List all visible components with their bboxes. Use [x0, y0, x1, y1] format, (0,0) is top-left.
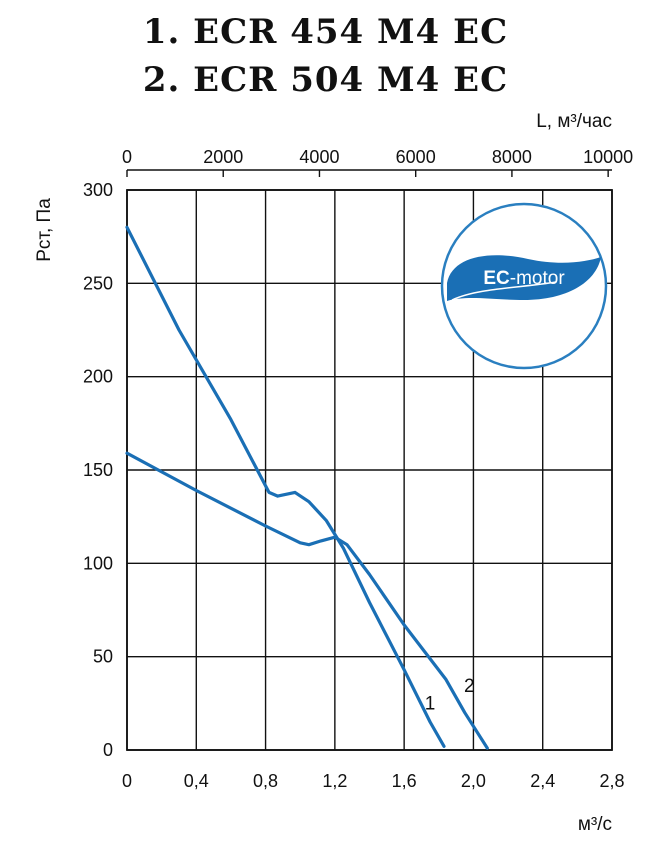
x-tick-label: 0	[122, 771, 132, 791]
x-tick-label: 2,0	[461, 771, 486, 791]
series-label-1: 1	[425, 693, 436, 714]
x2-tick-label: 8000	[492, 147, 532, 167]
x-tick-label: 1,2	[322, 771, 347, 791]
x2-tick-label: 0	[122, 147, 132, 167]
plot-frame	[126, 189, 613, 751]
x-tick-label: 2,8	[599, 771, 624, 791]
logo-text-rest: -motor	[510, 268, 566, 289]
y-tick-label: 300	[83, 180, 113, 200]
y-tick-label: 50	[93, 647, 113, 667]
y-axis-label: Pст, Па	[34, 198, 55, 262]
leaf-icon	[447, 255, 601, 301]
x2-axis-label: L, м³/час	[536, 111, 612, 132]
y-tick-labels: 0 50 100 150 200 250 300	[83, 180, 113, 760]
x2-tick-label: 10000	[583, 147, 633, 167]
y-tick-label: 100	[83, 553, 113, 573]
chart-title-line-1: 1. ECR 454 M4 EC	[142, 12, 509, 52]
series-line-2	[125, 451, 489, 750]
y-tick-label: 150	[83, 460, 113, 480]
chart-title-line-2: 2. ECR 504 M4 EC	[142, 60, 509, 100]
y-tick-label: 250	[83, 273, 113, 293]
x2-tick-labels: 0 2000 4000 6000 8000 10000	[122, 147, 633, 177]
series-label-2: 2	[464, 676, 475, 697]
x2-tick-label: 6000	[396, 147, 436, 167]
series-line-1	[125, 225, 446, 748]
x-tick-label: 1,6	[392, 771, 417, 791]
ec-motor-logo: EC-motor	[440, 202, 608, 370]
y-tick-label: 200	[83, 367, 113, 387]
x-tick-label: 0,8	[253, 771, 278, 791]
y-tick-label: 0	[103, 740, 113, 760]
x2-tick-label: 2000	[203, 147, 243, 167]
x-tick-label: 2,4	[530, 771, 555, 791]
x-tick-label: 0,4	[184, 771, 209, 791]
logo-text: EC-motor	[483, 268, 565, 289]
logo-text-bold: EC	[483, 268, 510, 289]
x-axis-label: м³/с	[578, 814, 612, 835]
x-tick-labels: 0 0,4 0,8 1,2 1,6 2,0 2,4 2,8	[122, 771, 625, 791]
curves: 12	[125, 225, 489, 750]
leaf-vein-icon	[451, 281, 557, 301]
x2-tick-label: 4000	[299, 147, 339, 167]
